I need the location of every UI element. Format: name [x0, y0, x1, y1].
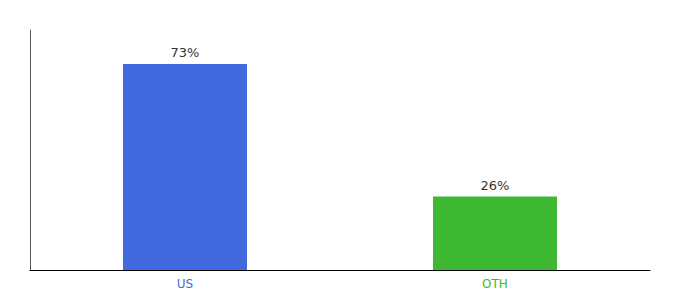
svg-text:26%: 26% [481, 178, 510, 193]
svg-text:73%: 73% [171, 45, 200, 60]
svg-text:OTH: OTH [482, 277, 508, 291]
svg-text:US: US [177, 277, 193, 291]
